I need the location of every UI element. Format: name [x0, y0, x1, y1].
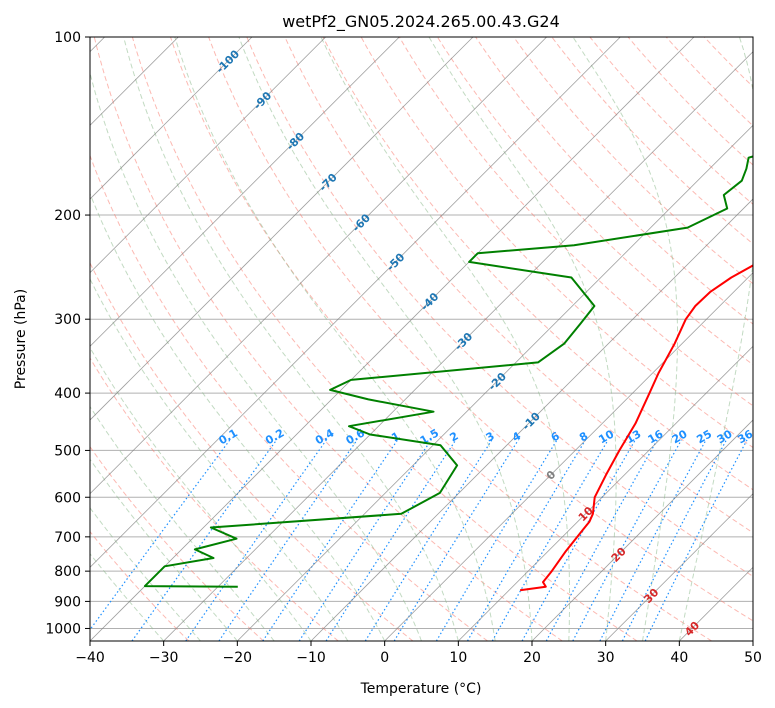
moist-adiabat [90, 192, 386, 641]
mixing-ratio-line [218, 439, 358, 641]
y-tick-label: 500 [54, 443, 81, 459]
mixing-ratio-line [644, 439, 748, 641]
y-tick-label: 100 [54, 30, 81, 46]
isotherm-line [752, 640, 753, 641]
mixing-ratio-line [393, 439, 519, 641]
x-tick-label: 40 [670, 650, 688, 666]
moist-adiabat [123, 37, 459, 641]
moist-adiabat [320, 37, 570, 641]
dewpoint-profile-line [143, 155, 753, 588]
chart-title: wetPf2_GN05.2024.265.00.43.G24 [282, 12, 560, 32]
x-tick-label: 50 [744, 650, 762, 666]
profile-lines [143, 155, 753, 592]
isotherm-line [163, 51, 753, 641]
isotherm-line [605, 493, 753, 641]
x-tick-label: 20 [523, 650, 541, 666]
isotherm-line [90, 37, 621, 568]
moist-adiabat [572, 37, 678, 641]
moist-adiabat [90, 71, 422, 641]
dry-adiabats [90, 37, 753, 641]
plot-frame [89, 36, 754, 642]
mixing-ratio-line [466, 439, 587, 641]
dry-adiabat [208, 37, 753, 622]
x-tick-label: −40 [75, 650, 105, 666]
mixing-ratio-line [521, 439, 636, 641]
dry-adiabat [90, 261, 414, 641]
dry-adiabat [475, 37, 753, 325]
dry-adiabat [170, 37, 712, 641]
isotherm-line [90, 37, 400, 347]
moist-adiabat [678, 37, 753, 641]
isotherm-line [90, 37, 253, 200]
dry-adiabat [284, 37, 753, 534]
isotherm-line [237, 124, 753, 641]
x-axis-ticks: −40 −30 −20 −10 0 10 20 30 40 50 [75, 641, 762, 666]
x-tick-label: 0 [380, 650, 389, 666]
plot-background [90, 37, 753, 641]
dry-adiabat [551, 37, 753, 245]
y-tick-label: 900 [54, 594, 81, 610]
isotherm-line [458, 345, 753, 641]
moist-adiabat [238, 37, 533, 641]
mixing-ratio-line [491, 439, 609, 641]
dry-adiabat [322, 37, 753, 491]
moist-adiabat [428, 37, 617, 641]
y-axis-ticks: 100 200 300 400 500 600 700 800 900 1000 [45, 30, 90, 637]
y-axis-label: Pressure (hPa) [13, 289, 29, 389]
y-tick-label: 400 [54, 386, 81, 402]
x-tick-label: 30 [597, 650, 615, 666]
skewed-isotherms [90, 37, 753, 641]
y-tick-label: 800 [54, 564, 81, 580]
isotherm-line [310, 198, 753, 641]
mixing-ratio-label: 36 [735, 427, 755, 446]
x-tick-label: −10 [296, 650, 326, 666]
mixing-ratio-line [185, 439, 327, 641]
y-tick-label: 600 [54, 490, 81, 506]
moist-adiabat [90, 277, 349, 641]
y-tick-label: 200 [54, 208, 81, 224]
y-tick-label: 700 [54, 530, 81, 546]
dry-adiabat [627, 37, 753, 166]
mixing-ratio-line [131, 439, 278, 641]
isotherm-line [531, 419, 753, 641]
x-axis-label: Temperature (°C) [360, 681, 482, 697]
mixing-ratio-line [262, 439, 399, 641]
isotherm-line [90, 37, 547, 495]
dry-adiabat [246, 37, 753, 577]
isotherm-line [90, 37, 474, 421]
dry-adiabat [589, 37, 753, 205]
mixing-ratio-line [90, 439, 231, 631]
temperature-profile-line [519, 264, 753, 592]
x-tick-label: 10 [449, 650, 467, 666]
dry-adiabat [131, 37, 638, 641]
dry-adiabat [90, 530, 190, 641]
isotherm-line [384, 272, 753, 641]
moist-adiabat [90, 458, 238, 641]
isotherm-line [90, 37, 326, 274]
isotherm-line [90, 37, 695, 641]
moist-adiabats [90, 37, 753, 641]
moist-adiabat [90, 405, 275, 641]
x-tick-label: −30 [149, 650, 179, 666]
mixing-ratio-line [298, 439, 432, 641]
mixing-ratio-line [599, 439, 707, 641]
dry-adiabat [93, 37, 563, 641]
mixing-ratio-line [435, 439, 558, 641]
y-tick-label: 1000 [45, 621, 81, 637]
dry-adiabat [398, 37, 753, 407]
y-tick-label: 300 [54, 312, 81, 328]
x-tick-label: −20 [223, 650, 253, 666]
dry-adiabat [436, 37, 753, 366]
